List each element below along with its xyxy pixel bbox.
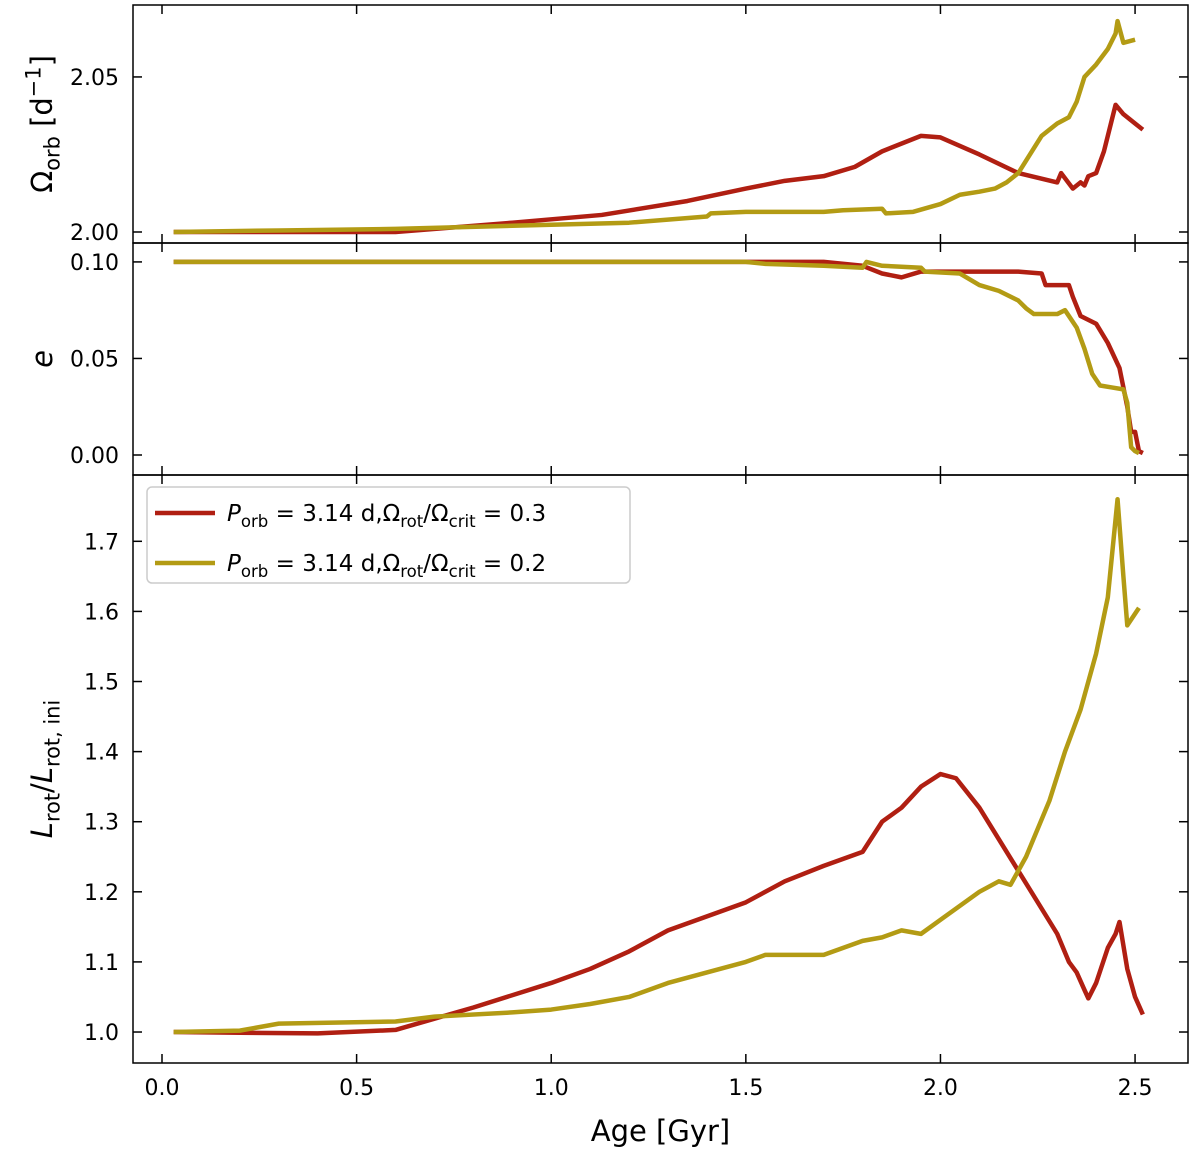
y-axis-label: e xyxy=(25,350,59,368)
text-part: [d xyxy=(25,97,59,136)
y-tick-label: 1.5 xyxy=(84,671,119,696)
y-tick-label: 0.00 xyxy=(70,444,119,469)
plot-frame xyxy=(132,474,1189,1064)
text-part: orb xyxy=(241,562,268,581)
data-line xyxy=(173,497,1141,1035)
y-tick-label: 0.10 xyxy=(70,251,119,276)
text-part: orb xyxy=(40,136,64,171)
y-axis-label: Ωorb [d−1] xyxy=(21,55,64,193)
text-part: = 3.14 d,Ω xyxy=(268,551,400,577)
text-part: rot xyxy=(40,793,64,822)
y-tick-label: 1.1 xyxy=(84,951,119,976)
y-tick-label: 1.4 xyxy=(84,741,119,766)
legend-label: Porb = 3.14 d,Ωrot/Ωcrit = 0.2 xyxy=(227,551,546,581)
text-part: Ω xyxy=(25,171,59,193)
y-tick-label: 1.2 xyxy=(84,881,119,906)
text-part: = 0.2 xyxy=(476,551,546,577)
text-part: = 0.3 xyxy=(476,501,546,527)
y-tick-label: 1.6 xyxy=(84,600,119,625)
x-tick-label: 0.5 xyxy=(339,1076,374,1101)
data-line xyxy=(173,18,1136,235)
text-part: rot, ini xyxy=(40,700,64,767)
text-part: rot xyxy=(400,562,424,581)
x-tick-label: 2.0 xyxy=(923,1076,958,1101)
legend-label: Porb = 3.14 d,Ωrot/Ωcrit = 0.3 xyxy=(227,501,546,531)
y-tick-label: 1.3 xyxy=(84,811,119,836)
text-part: ] xyxy=(25,55,59,66)
text-part: crit xyxy=(449,512,476,531)
text-part: P xyxy=(227,501,241,527)
y-tick-label: 0.05 xyxy=(70,347,119,372)
y-tick-label: 1.7 xyxy=(84,530,119,555)
data-line xyxy=(173,102,1145,235)
x-tick-label: 0.0 xyxy=(144,1076,179,1101)
text-part: /Ω xyxy=(423,501,448,527)
text-part: / xyxy=(25,783,59,793)
text-part: −1 xyxy=(21,66,45,97)
text-part: P xyxy=(227,551,241,577)
data-line xyxy=(173,259,1140,456)
data-line xyxy=(173,771,1145,1036)
x-tick-label: 2.5 xyxy=(1118,1076,1153,1101)
text-part: L xyxy=(25,767,59,783)
y-tick-label: 2.05 xyxy=(70,66,119,91)
text-part: rot xyxy=(400,512,424,531)
text-part: e xyxy=(25,350,59,368)
text-part: crit xyxy=(449,562,476,581)
x-tick-label: 1.5 xyxy=(728,1076,763,1101)
text-part: L xyxy=(25,822,59,838)
text-part: /Ω xyxy=(423,551,448,577)
plot-frame xyxy=(132,242,1189,476)
legend-box xyxy=(146,486,631,584)
x-tick-label: 1.0 xyxy=(534,1076,569,1101)
text-part: orb xyxy=(241,512,268,531)
y-tick-label: 1.0 xyxy=(84,1021,119,1046)
y-axis-label: Lrot/Lrot, ini xyxy=(25,700,64,838)
x-axis-label: Age [Gyr] xyxy=(591,1114,731,1148)
text-part: = 3.14 d,Ω xyxy=(268,501,400,527)
y-tick-label: 2.00 xyxy=(70,221,119,246)
